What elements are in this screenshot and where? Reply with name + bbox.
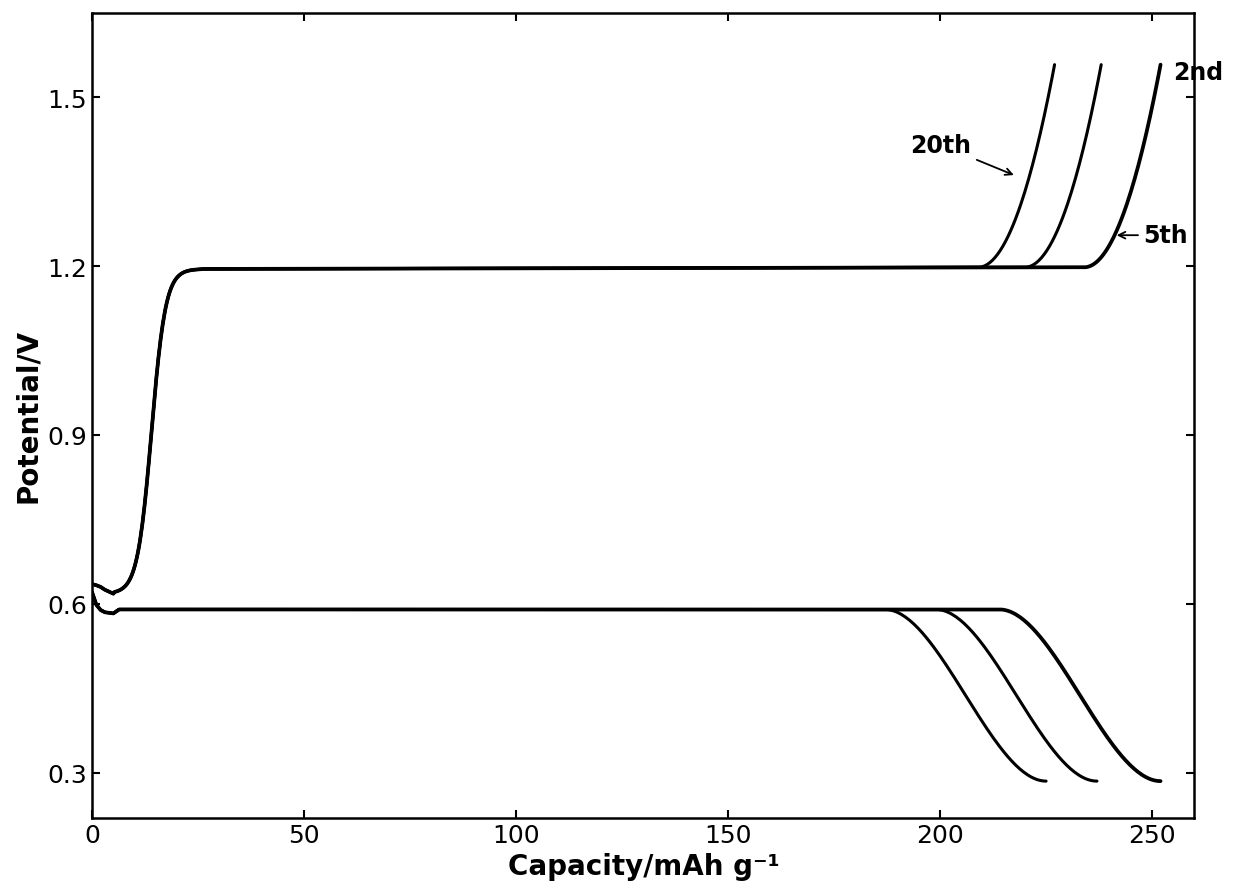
Text: 20th: 20th bbox=[910, 134, 1012, 175]
Y-axis label: Potential/V: Potential/V bbox=[14, 329, 42, 502]
Text: 2nd: 2nd bbox=[1173, 61, 1224, 85]
X-axis label: Capacity/mAh g⁻¹: Capacity/mAh g⁻¹ bbox=[507, 852, 779, 880]
Text: 5th: 5th bbox=[1118, 224, 1188, 248]
